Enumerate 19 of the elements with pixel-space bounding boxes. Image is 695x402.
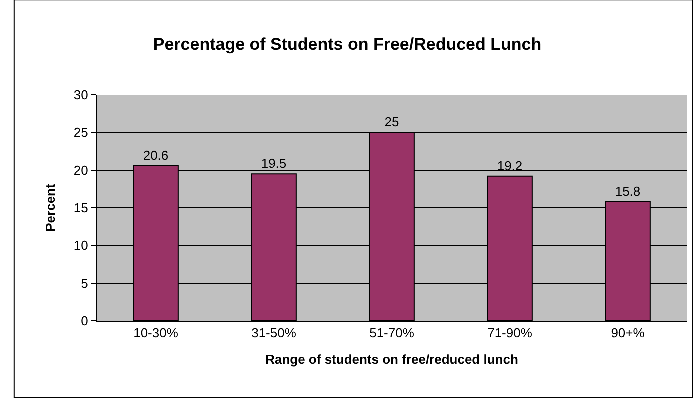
- y-tick-label: 20: [74, 162, 88, 178]
- y-tick-label: 15: [74, 200, 88, 216]
- y-tick-label: 5: [81, 276, 88, 291]
- data-label: 19.5: [261, 156, 287, 172]
- x-tick-label: 51-70%: [370, 326, 415, 341]
- y-tick-label: 0: [81, 314, 88, 329]
- chart-title: Percentage of Students on Free/Reduced Lunch: [153, 35, 542, 54]
- y-tick-label: 25: [74, 125, 88, 140]
- y-tick-label: 10: [74, 238, 88, 254]
- data-label: 20.6: [143, 148, 169, 163]
- y-axis-title: Percent: [42, 183, 58, 232]
- x-axis-title: Range of students on free/reduced lunch: [266, 352, 518, 368]
- x-tick-label: 31-50%: [252, 326, 297, 341]
- y-tick-label: 30: [74, 88, 88, 103]
- data-label: 15.8: [615, 184, 641, 199]
- x-tick-label: 10-30%: [134, 326, 179, 341]
- data-label: 25: [384, 114, 400, 130]
- x-tick-label: 90+%: [611, 326, 646, 341]
- x-tick-label: 71-90%: [488, 326, 533, 341]
